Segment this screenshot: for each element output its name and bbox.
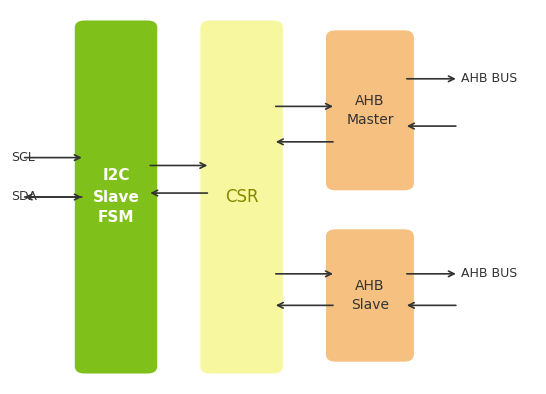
Text: AHB BUS: AHB BUS [461, 72, 518, 85]
Text: I2C
Slave
FSM: I2C Slave FSM [93, 169, 139, 225]
FancyBboxPatch shape [326, 30, 414, 190]
FancyBboxPatch shape [75, 20, 157, 374]
FancyBboxPatch shape [200, 20, 283, 374]
Text: SCL: SCL [11, 151, 34, 164]
Text: AHB
Master: AHB Master [346, 93, 394, 127]
Text: AHB BUS: AHB BUS [461, 268, 518, 280]
Text: AHB
Slave: AHB Slave [351, 279, 389, 312]
Text: CSR: CSR [225, 188, 258, 206]
Text: SDA: SDA [11, 191, 37, 203]
FancyBboxPatch shape [326, 229, 414, 362]
